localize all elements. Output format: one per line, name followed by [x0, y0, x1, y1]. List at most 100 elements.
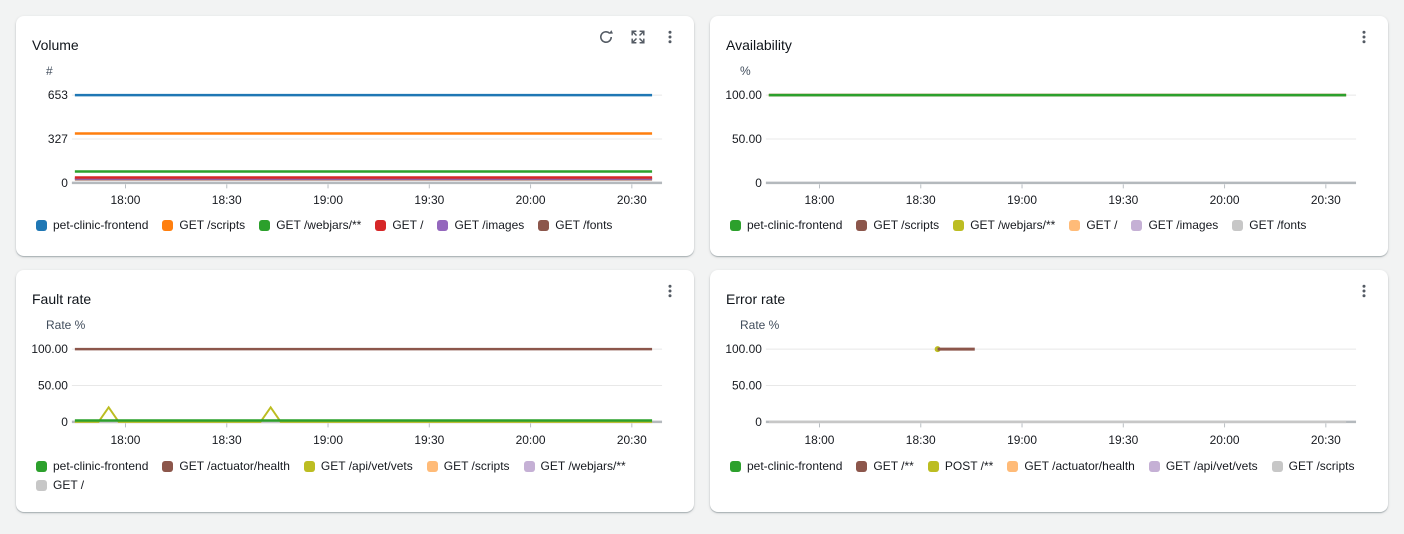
- panel-header: Availability: [710, 16, 1388, 54]
- legend-label: GET /: [392, 218, 424, 232]
- menu-button[interactable]: [661, 28, 678, 45]
- x-tick-label: 18:30: [906, 433, 936, 447]
- legend-label: POST /**: [944, 459, 994, 473]
- legend-item[interactable]: GET /fonts: [538, 218, 612, 232]
- x-tick-label: 20:00: [1210, 433, 1240, 447]
- panel-title: Error rate: [726, 291, 786, 307]
- legend-item[interactable]: GET /images: [1131, 218, 1218, 232]
- legend-item[interactable]: GET /webjars/**: [523, 459, 626, 473]
- legend-swatch-icon: [36, 219, 47, 231]
- panel-actions: [1355, 28, 1372, 45]
- legend-item[interactable]: GET /: [375, 218, 423, 232]
- expand-button[interactable]: [629, 28, 646, 45]
- legend-label: GET /scripts: [179, 218, 246, 232]
- legend-swatch-icon: [927, 460, 939, 472]
- legend-item[interactable]: GET /api/vet/vets: [303, 459, 413, 473]
- legend-swatch-icon: [162, 219, 174, 231]
- legend-item[interactable]: pet-clinic-frontend: [730, 218, 842, 232]
- legend-swatch-icon: [375, 219, 387, 231]
- x-tick-label: 19:30: [414, 193, 444, 207]
- legend-item[interactable]: GET /scripts: [426, 459, 510, 473]
- x-tick-label: 18:00: [111, 193, 141, 207]
- panel-actions: [1355, 282, 1372, 299]
- legend-swatch-icon: [36, 460, 47, 472]
- legend-item[interactable]: GET /actuator/health: [1007, 459, 1135, 473]
- x-tick-label: 18:00: [805, 433, 835, 447]
- legend-item[interactable]: GET /: [36, 478, 84, 492]
- panel-header: Fault rate: [16, 270, 694, 308]
- legend-item[interactable]: GET /actuator/health: [162, 459, 290, 473]
- x-tick-label: 20:30: [617, 193, 647, 207]
- x-tick-label: 19:30: [414, 433, 444, 447]
- menu-button[interactable]: [1355, 282, 1372, 299]
- panel-actions: [597, 28, 678, 45]
- legend-swatch-icon: [1271, 460, 1283, 472]
- legend-item[interactable]: GET /**: [856, 459, 914, 473]
- legend-swatch-icon: [523, 460, 535, 472]
- legend-item[interactable]: GET /scripts: [162, 218, 245, 232]
- legend-swatch-icon: [730, 219, 741, 231]
- legend-label: GET /webjars/**: [276, 218, 362, 232]
- legend-swatch-icon: [1069, 219, 1081, 231]
- legend-item[interactable]: GET /images: [437, 218, 524, 232]
- y-axis-unit-label: %: [740, 64, 751, 78]
- legend-label: GET /actuator/health: [179, 459, 290, 473]
- legend-item[interactable]: GET /scripts: [1271, 459, 1354, 473]
- x-tick-label: 19:00: [313, 193, 343, 207]
- expand-icon: [630, 29, 645, 44]
- x-tick-label: 18:30: [212, 193, 242, 207]
- legend: pet-clinic-frontend GET /scripts GET /webj…: [36, 218, 678, 232]
- y-tick-label: 50.00: [732, 132, 762, 146]
- legend-swatch-icon: [162, 460, 174, 472]
- ellipsis-icon: [1362, 30, 1365, 43]
- x-tick-label: 18:30: [212, 433, 242, 447]
- legend-label: GET /: [53, 478, 85, 492]
- menu-button[interactable]: [1355, 28, 1372, 45]
- x-tick-label: 18:00: [111, 433, 141, 447]
- panel-header: Volume: [16, 16, 694, 54]
- legend-label: pet-clinic-frontend: [53, 459, 149, 473]
- x-tick-label: 20:00: [516, 433, 546, 447]
- panel-title: Fault rate: [32, 291, 92, 307]
- legend-label: GET /webjars/**: [540, 459, 626, 473]
- legend-item[interactable]: pet-clinic-frontend: [36, 218, 148, 232]
- legend-swatch-icon: [1007, 460, 1019, 472]
- legend-swatch-icon: [437, 219, 449, 231]
- legend-item[interactable]: GET /webjars/**: [259, 218, 361, 232]
- legend-item[interactable]: pet-clinic-frontend: [36, 459, 148, 473]
- y-tick-label: 0: [755, 415, 762, 429]
- legend-item[interactable]: pet-clinic-frontend: [730, 459, 842, 473]
- legend-item[interactable]: GET /scripts: [856, 218, 939, 232]
- ellipsis-icon: [668, 284, 671, 297]
- x-tick-label: 18:30: [906, 193, 936, 207]
- x-tick-label: 20:00: [516, 193, 546, 207]
- y-tick-label: 0: [61, 415, 68, 429]
- y-tick-label: 653: [48, 88, 68, 102]
- menu-button[interactable]: [661, 282, 678, 299]
- x-tick-label: 20:30: [1311, 433, 1341, 447]
- fault-rate-chart[interactable]: 100.00 50.00 0 18:00 18:30 19:00 19:30 20:00 20:…: [32, 335, 678, 452]
- legend-swatch-icon: [259, 219, 271, 231]
- legend-item[interactable]: GET /api/vet/vets: [1148, 459, 1258, 473]
- legend-swatch-icon: [36, 479, 47, 491]
- legend-item[interactable]: POST /**: [927, 459, 994, 473]
- legend-item[interactable]: GET /webjars/**: [953, 218, 1055, 232]
- legend: pet-clinic-frontend GET /scripts GET /webj…: [730, 218, 1372, 232]
- legend-label: pet-clinic-frontend: [747, 459, 843, 473]
- legend: pet-clinic-frontend GET /actuator/health G…: [36, 459, 678, 492]
- y-axis-unit-label: Rate %: [740, 318, 780, 332]
- panel-volume: Volume # 653 327 0 18:00 18:30 19:00 19:30 20:0…: [16, 16, 694, 256]
- legend-item[interactable]: GET /: [1069, 218, 1117, 232]
- refresh-button[interactable]: [597, 28, 614, 45]
- legend-item[interactable]: GET /fonts: [1232, 218, 1306, 232]
- panel-header: Error rate: [710, 270, 1388, 308]
- y-tick-label: 0: [61, 176, 68, 190]
- volume-chart[interactable]: 653 327 0 18:00 18:30 19:00 19:30 20:00 20:30: [32, 81, 678, 211]
- refresh-icon: [599, 29, 613, 43]
- legend-swatch-icon: [303, 460, 315, 472]
- availability-chart[interactable]: 100.00 50.00 0 18:00 18:30 19:00 19:30 20:00 20:…: [726, 81, 1372, 211]
- legend-label: GET /: [1086, 218, 1118, 232]
- error-rate-chart[interactable]: 100.00 50.00 0 18:00 18:30 19:00 19:30 20:00 20:…: [726, 335, 1372, 452]
- panel-availability: Availability % 100.00 50.00 0 18:00 18:30 19:…: [710, 16, 1388, 256]
